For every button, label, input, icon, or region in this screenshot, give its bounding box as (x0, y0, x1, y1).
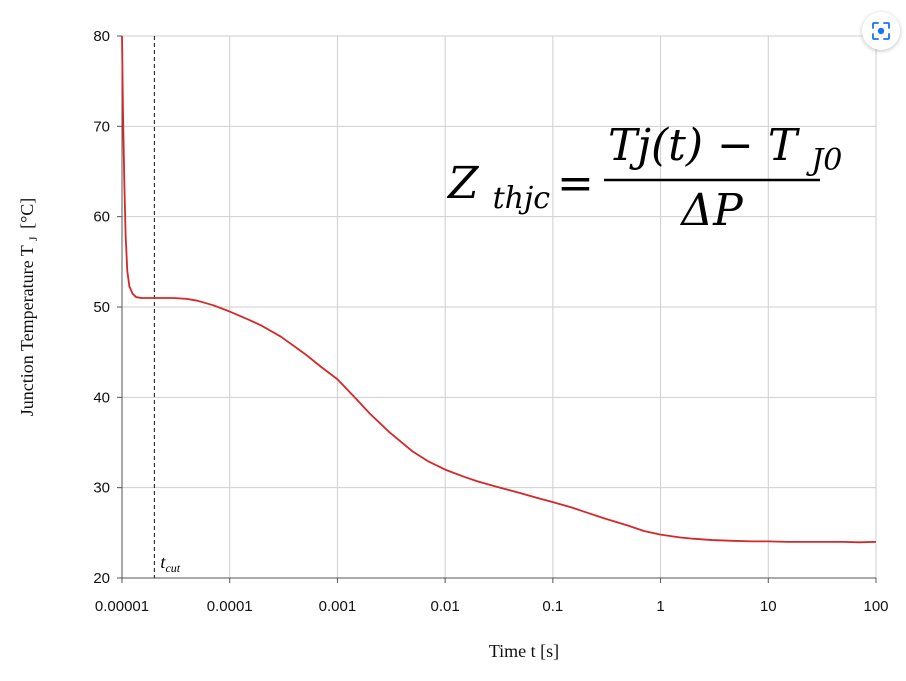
y-tick-label: 60 (93, 209, 110, 226)
equation-lhs-symbol: Z (446, 158, 480, 209)
equation-equals: = (557, 158, 594, 209)
y-tick-label: 20 (93, 570, 110, 587)
x-ticks: 0.00001 0.0001 0.001 0.01 0.1 1 10 100 (95, 578, 889, 615)
x-tick-label: 10 (760, 598, 777, 615)
equation-denominator: ΔP (679, 185, 744, 236)
tcut-label: tcut (160, 552, 180, 575)
x-tick-label: 0.1 (542, 598, 563, 615)
y-axis-title-subscript: J (26, 236, 40, 241)
lens-icon (872, 22, 890, 40)
tcut-label-main: t (160, 552, 166, 572)
equation-numerator: Tj(t) − T J0 (608, 120, 842, 178)
x-tick-label: 1 (656, 598, 664, 615)
y-ticks: 20 30 40 50 60 70 80 (93, 28, 122, 587)
x-tick-label: 0.00001 (95, 598, 149, 615)
x-tick-label: 0.0001 (207, 598, 253, 615)
x-tick-label: 100 (863, 598, 888, 615)
y-axis-title: Junction Temperature T J [°C] (17, 198, 41, 417)
y-tick-label: 80 (93, 28, 110, 45)
y-tick-label: 50 (93, 299, 110, 316)
x-tick-label: 0.001 (319, 598, 357, 615)
y-axis-title-unit: [°C] (17, 198, 37, 229)
y-tick-label: 70 (93, 118, 110, 135)
grid (122, 35, 877, 578)
y-axis-title-main: Junction Temperature T (17, 245, 37, 416)
tcut-label-subscript: cut (165, 561, 180, 575)
equation-numerator-main: Tj(t) − T (608, 120, 801, 171)
series (121, 35, 877, 544)
lens-button[interactable] (862, 12, 900, 50)
x-axis-title: Time t [s] (489, 641, 559, 661)
annotations: tcut (153, 36, 181, 578)
y-tick-label: 40 (93, 389, 110, 406)
x-tick-label: 0.01 (431, 598, 460, 615)
equation: Z thjc = Tj(t) − T J0 ΔP (446, 120, 842, 236)
series-line (121, 35, 877, 544)
equation-numerator-subscript: J0 (805, 143, 842, 178)
y-tick-label: 30 (93, 480, 110, 497)
equation-lhs-subscript: thjc (493, 181, 551, 216)
equation-lhs: Z thjc (446, 158, 550, 216)
